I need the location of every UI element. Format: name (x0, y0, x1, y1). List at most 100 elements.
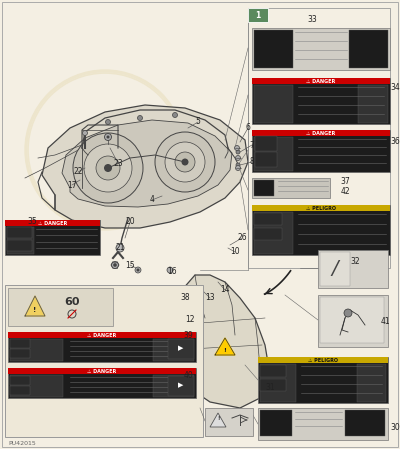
Text: 16: 16 (167, 268, 177, 277)
Text: 17: 17 (67, 180, 77, 189)
Text: 34: 34 (390, 84, 400, 92)
Polygon shape (62, 120, 232, 207)
Circle shape (175, 152, 195, 172)
Bar (10, 376, 30, 385)
Text: 30: 30 (390, 423, 400, 432)
Circle shape (165, 142, 205, 182)
Text: 13: 13 (205, 294, 215, 303)
Bar (318, 295, 388, 347)
Bar (254, 30, 293, 68)
Text: 26: 26 (237, 233, 247, 242)
Bar (255, 152, 277, 167)
Bar (320, 297, 384, 343)
Circle shape (236, 150, 240, 154)
Bar (358, 364, 386, 402)
Bar (258, 357, 388, 403)
Text: 7: 7 (250, 141, 254, 150)
Bar (205, 408, 253, 436)
Bar (10, 375, 63, 397)
Bar (5, 220, 100, 226)
Circle shape (96, 156, 120, 180)
Text: 60: 60 (64, 297, 80, 307)
Text: 15: 15 (125, 260, 135, 269)
Bar (168, 339, 194, 359)
Text: T: T (114, 128, 152, 182)
Circle shape (234, 145, 240, 150)
Text: ⚠ DANGER: ⚠ DANGER (87, 333, 117, 338)
Text: ⚠ PELIGRO: ⚠ PELIGRO (308, 357, 338, 362)
Text: 14: 14 (220, 286, 230, 295)
Bar (358, 85, 388, 123)
Text: 5: 5 (196, 118, 200, 127)
Bar (8, 368, 196, 398)
Circle shape (104, 133, 112, 141)
Bar (260, 364, 296, 402)
Text: ⚠ DANGER: ⚠ DANGER (306, 131, 336, 136)
Text: 32: 32 (350, 257, 360, 267)
Bar (252, 78, 390, 84)
Bar (7, 227, 32, 238)
Text: 33: 33 (307, 16, 317, 25)
Circle shape (106, 136, 110, 138)
Text: 38: 38 (180, 294, 190, 303)
Text: 8: 8 (250, 158, 254, 167)
Circle shape (236, 163, 240, 167)
Circle shape (167, 267, 173, 273)
Bar (318, 250, 388, 288)
Bar (258, 408, 388, 440)
Circle shape (116, 244, 124, 252)
Text: 21: 21 (115, 243, 125, 252)
Text: /: / (332, 259, 338, 277)
Bar (10, 386, 30, 395)
Bar (254, 137, 293, 171)
Bar (5, 220, 100, 255)
Circle shape (172, 113, 178, 118)
Circle shape (155, 132, 215, 192)
Bar (10, 349, 30, 358)
Bar (10, 339, 30, 348)
Text: 4: 4 (150, 195, 154, 204)
Polygon shape (210, 413, 226, 427)
Bar (260, 379, 286, 391)
Text: 42: 42 (340, 188, 350, 197)
Bar (252, 205, 390, 211)
Bar (252, 130, 390, 172)
Circle shape (236, 166, 240, 171)
Bar (252, 28, 390, 70)
Text: 35: 35 (27, 217, 37, 226)
Text: ▶: ▶ (178, 382, 184, 388)
Bar (252, 205, 390, 255)
Bar (248, 8, 390, 268)
Text: !: ! (33, 307, 37, 313)
Text: 36: 36 (390, 137, 400, 146)
Circle shape (236, 155, 240, 160)
Bar (8, 368, 196, 374)
Bar (10, 339, 63, 361)
Text: !: ! (217, 417, 219, 422)
Text: 20: 20 (125, 217, 135, 226)
Bar (153, 339, 194, 361)
Bar (8, 332, 196, 338)
Circle shape (82, 131, 88, 136)
Text: ⚠ DANGER: ⚠ DANGER (38, 220, 67, 225)
Polygon shape (215, 338, 235, 355)
Bar (254, 180, 274, 196)
Bar (260, 365, 286, 377)
Polygon shape (25, 296, 45, 316)
Bar (7, 240, 32, 251)
Bar (260, 410, 292, 436)
Bar (349, 30, 388, 68)
Text: PU42015: PU42015 (8, 441, 36, 446)
Bar (252, 178, 330, 198)
Text: 41: 41 (380, 317, 390, 326)
Bar (254, 85, 293, 123)
Text: 37: 37 (340, 177, 350, 186)
Bar (255, 136, 277, 151)
Bar (254, 228, 282, 240)
Bar (8, 288, 113, 326)
Bar (168, 376, 194, 396)
Circle shape (135, 267, 141, 273)
Text: ⚠ DANGER: ⚠ DANGER (87, 369, 117, 374)
Circle shape (112, 261, 118, 269)
Text: 12: 12 (185, 316, 195, 325)
